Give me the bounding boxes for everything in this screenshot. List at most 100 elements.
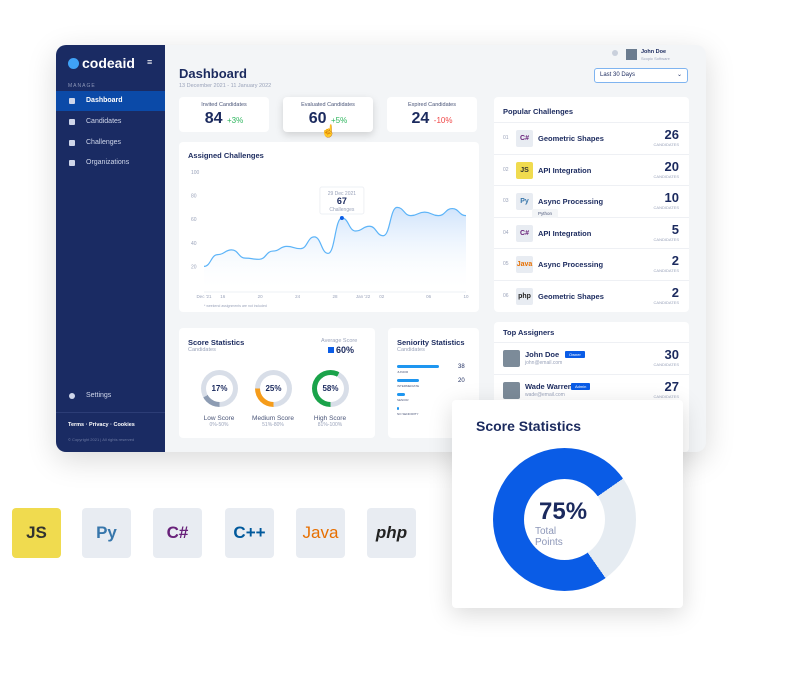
assigner-name: John Doe [525, 350, 560, 359]
tooltip-value: 67 [337, 196, 347, 206]
x-tick-label: 20 [258, 294, 264, 299]
language-icon: Java [516, 256, 533, 273]
chart-tooltip [319, 186, 365, 215]
assigner-email: john@email.com [525, 360, 563, 366]
terms-link[interactable]: Terms [68, 422, 85, 428]
seniority-value: 38 [458, 364, 465, 370]
page-title: Dashboard [179, 66, 247, 81]
period-select[interactable]: Last 30 Days ⌄ [594, 68, 688, 83]
candidate-count: 2 CANDIDATES [653, 253, 679, 273]
tooltip-unit: Challenges [329, 207, 355, 213]
challenge-row[interactable]: 02 JS API Integration 20 CANDIDATES [494, 153, 689, 186]
dashboard-window: codeaid ≡ MANAGE Dashboard Candidates Ch… [56, 45, 706, 452]
sidebar-item-challenges[interactable]: Challenges [56, 133, 165, 153]
sidebar-item-dashboard[interactable]: Dashboard [56, 91, 165, 111]
card-title: Top Assigners [503, 328, 555, 337]
avatar [503, 350, 520, 367]
medium-score-label: Medium Score 51%-80% [252, 415, 294, 428]
seniority-label: INTERMEDIATE [397, 384, 420, 388]
series-line [203, 206, 467, 267]
avatar[interactable] [626, 49, 637, 60]
challenge-name: Geometric Shapes [538, 134, 604, 143]
card-title: Score Statistics [188, 338, 245, 347]
python-icon: Py [82, 508, 131, 558]
assigner-row[interactable]: Wade Warren Admin wade@email.com 27 CANDIDAT… [494, 374, 689, 406]
rank: 04 [503, 229, 509, 236]
stat-invited: Invited Candidates 84 +3% [179, 97, 269, 132]
card-subtitle: Candidates [188, 347, 216, 353]
role-badge: Admin [571, 383, 591, 390]
cookies-link[interactable]: Cookies [113, 422, 135, 428]
x-tick-label: Jan '22 [356, 294, 371, 299]
chart-note: * weekend assignments are not included [204, 304, 267, 308]
challenge-row[interactable]: 06 php Geometric Shapes 2 CANDIDATES [494, 279, 689, 312]
challenge-row[interactable]: 04 C# API Integration 5 CANDIDATES [494, 216, 689, 249]
high-score-ring: 58% [312, 370, 349, 407]
csharp-icon: C# [153, 508, 202, 558]
language-icon: C# [516, 130, 533, 147]
challenge-name: API Integration [538, 228, 592, 238]
low-score-ring: 17% [201, 370, 238, 407]
copyright: © Copyright 2021 | All rights reserved [68, 437, 135, 442]
language-tooltip: Python [532, 209, 559, 218]
language-icon: php [516, 287, 533, 305]
challenge-name: API Integration [538, 165, 592, 175]
card-title: Popular Challenges [503, 107, 574, 116]
card-title: Seniority Statistics [397, 338, 465, 347]
rank: 01 [503, 135, 509, 141]
rank: 06 [503, 292, 509, 299]
challenge-row[interactable]: 01 C# Geometric Shapes 26 CANDIDATES [494, 122, 689, 154]
avatar [503, 382, 520, 399]
role-badge: Owner [565, 351, 585, 358]
seniority-label: JUNIOR [397, 370, 409, 374]
calendar-icon [69, 140, 75, 146]
low-score-label: Low Score 0%-50% [203, 415, 235, 428]
challenge-row[interactable]: 03 Py Async Processing 10 CANDIDATES [494, 185, 689, 217]
average-score: 60% [328, 345, 354, 355]
collapse-menu-icon[interactable]: ≡ [147, 57, 153, 67]
average-label: Average Score [321, 338, 358, 344]
seniority-bar [397, 365, 439, 368]
user-name: John Doe [641, 49, 667, 55]
card-subtitle: Candidates [397, 347, 425, 353]
stat-evaluated[interactable]: Evaluated Candidates 60 +5% [283, 97, 373, 132]
x-tick-label: 24 [295, 294, 301, 299]
area-fill [204, 207, 466, 292]
highlighted-point[interactable] [339, 216, 344, 221]
popup-title: Score Statistics [476, 418, 582, 434]
donut-value: 75% [539, 498, 588, 525]
seniority-value: 20 [458, 378, 465, 384]
sidebar-item-settings[interactable]: Settings [56, 386, 165, 406]
total-points-donut: 75% Total Points [493, 448, 636, 591]
sidebar-item-candidates[interactable]: Candidates [56, 112, 165, 132]
assigned-challenges-card: Assigned Challenges 100 80 60 40 20 Dec '21 16… [179, 142, 479, 312]
donut-label: Total Points [535, 526, 563, 548]
challenge-name: Geometric Shapes [538, 291, 604, 301]
rank: 05 [503, 261, 509, 267]
score-statistics-card: Score Statistics Candidates Average Scor… [179, 328, 375, 438]
assigner-name: Wade Warren [525, 382, 573, 391]
assigner-row[interactable]: John Doe Owner john@email.com 30 CANDIDATES [494, 342, 689, 374]
rank: 02 [503, 166, 509, 173]
bell-icon[interactable] [612, 50, 618, 56]
privacy-link[interactable]: Privacy [89, 422, 109, 428]
language-icon: Py [516, 193, 533, 210]
card-title: Assigned Challenges [188, 151, 264, 160]
x-tick-label: Dec '21 [196, 294, 212, 299]
y-tick-label: 20 [191, 264, 197, 270]
php-icon: php [367, 508, 416, 558]
tooltip-date: 29 Dec 2021 [328, 191, 357, 197]
high-score-label: High Score 81%-100% [313, 415, 347, 428]
user-icon [69, 119, 75, 125]
language-icon: JS [516, 161, 533, 179]
medium-score-ring: 25% [255, 370, 292, 407]
candidate-count: 5 CANDIDATES [653, 221, 679, 242]
sidebar-item-organizations[interactable]: Organizations [56, 153, 165, 173]
challenge-row[interactable]: 05 Java Async Processing 2 CANDIDATES [494, 248, 689, 280]
popular-challenges-card: Popular Challenges 01 C# Geometric Shapes 2… [494, 97, 689, 312]
y-tick-label: 100 [191, 170, 200, 176]
stat-expired: Expired Candidates 24 -10% [387, 97, 477, 132]
x-tick-label: 16 [220, 294, 226, 299]
seniority-bar [397, 393, 406, 396]
candidate-count: 10 CANDIDATES [653, 190, 679, 210]
